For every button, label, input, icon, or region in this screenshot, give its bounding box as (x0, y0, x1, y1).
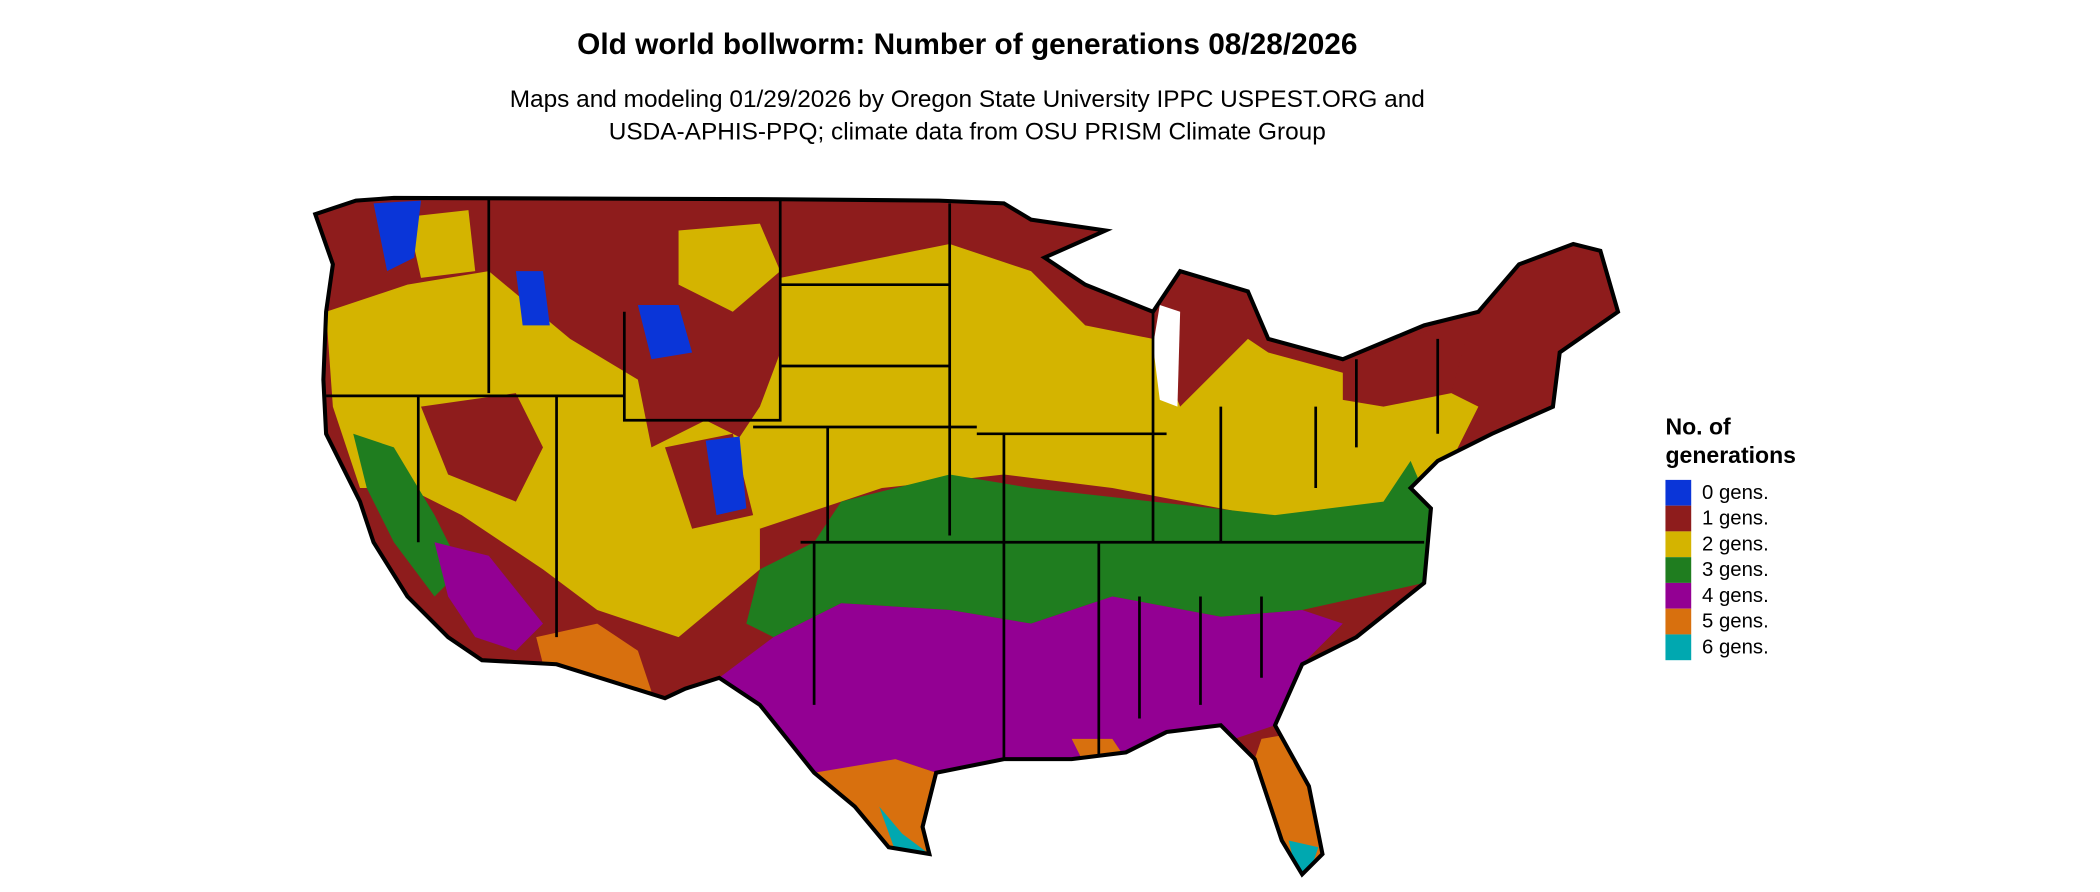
generation-zone (515, 271, 550, 326)
legend-label: 6 gens. (1702, 636, 1769, 658)
legend-label: 3 gens. (1702, 559, 1769, 581)
generation-zone (637, 305, 693, 360)
legend-swatch (1665, 634, 1692, 661)
legend-title: generations (1665, 442, 1796, 468)
legend: 0 gens. 1 gens. 2 gens. 3 gens. 4 gens. 5 gen… (1665, 479, 1769, 661)
generation-zone (353, 433, 462, 597)
generation-zone (732, 244, 1479, 529)
generation-zone (678, 223, 781, 312)
generation-zone (1342, 318, 1472, 407)
legend-swatch (1665, 608, 1692, 635)
legend-swatch (1665, 505, 1692, 532)
legend-label: 4 gens. (1702, 585, 1769, 607)
legend-label: 5 gens. (1702, 611, 1769, 633)
legend-label: 1 gens. (1702, 508, 1769, 530)
legend-swatch (1665, 582, 1692, 609)
generation-zone (814, 759, 937, 855)
legend-swatch (1665, 479, 1692, 506)
generation-zone (879, 806, 930, 855)
subtitle: USDA-APHIS-PPQ; climate data from OSU PR… (609, 118, 1326, 145)
state-borders (326, 199, 1440, 760)
legend-swatch (1665, 531, 1692, 558)
lake-michigan (1153, 305, 1181, 407)
generation-zone (746, 460, 1431, 638)
legend-title: No. of (1665, 413, 1731, 439)
legend-label: 0 gens. (1702, 482, 1769, 504)
generation-regions (315, 197, 1619, 875)
generation-zone (434, 542, 543, 651)
generation-zone (373, 200, 421, 272)
map-title: Old world bollworm: Number of generation… (577, 28, 1357, 61)
subtitle: Maps and modeling 01/29/2026 by Oregon S… (510, 86, 1425, 113)
generation-zone (420, 393, 543, 502)
generation-zone (705, 436, 747, 516)
generation-zone (407, 210, 476, 278)
generation-zone (719, 596, 1343, 800)
legend-label: 2 gens. (1702, 533, 1769, 555)
legend-swatch (1665, 557, 1692, 583)
generation-zone (326, 271, 760, 638)
